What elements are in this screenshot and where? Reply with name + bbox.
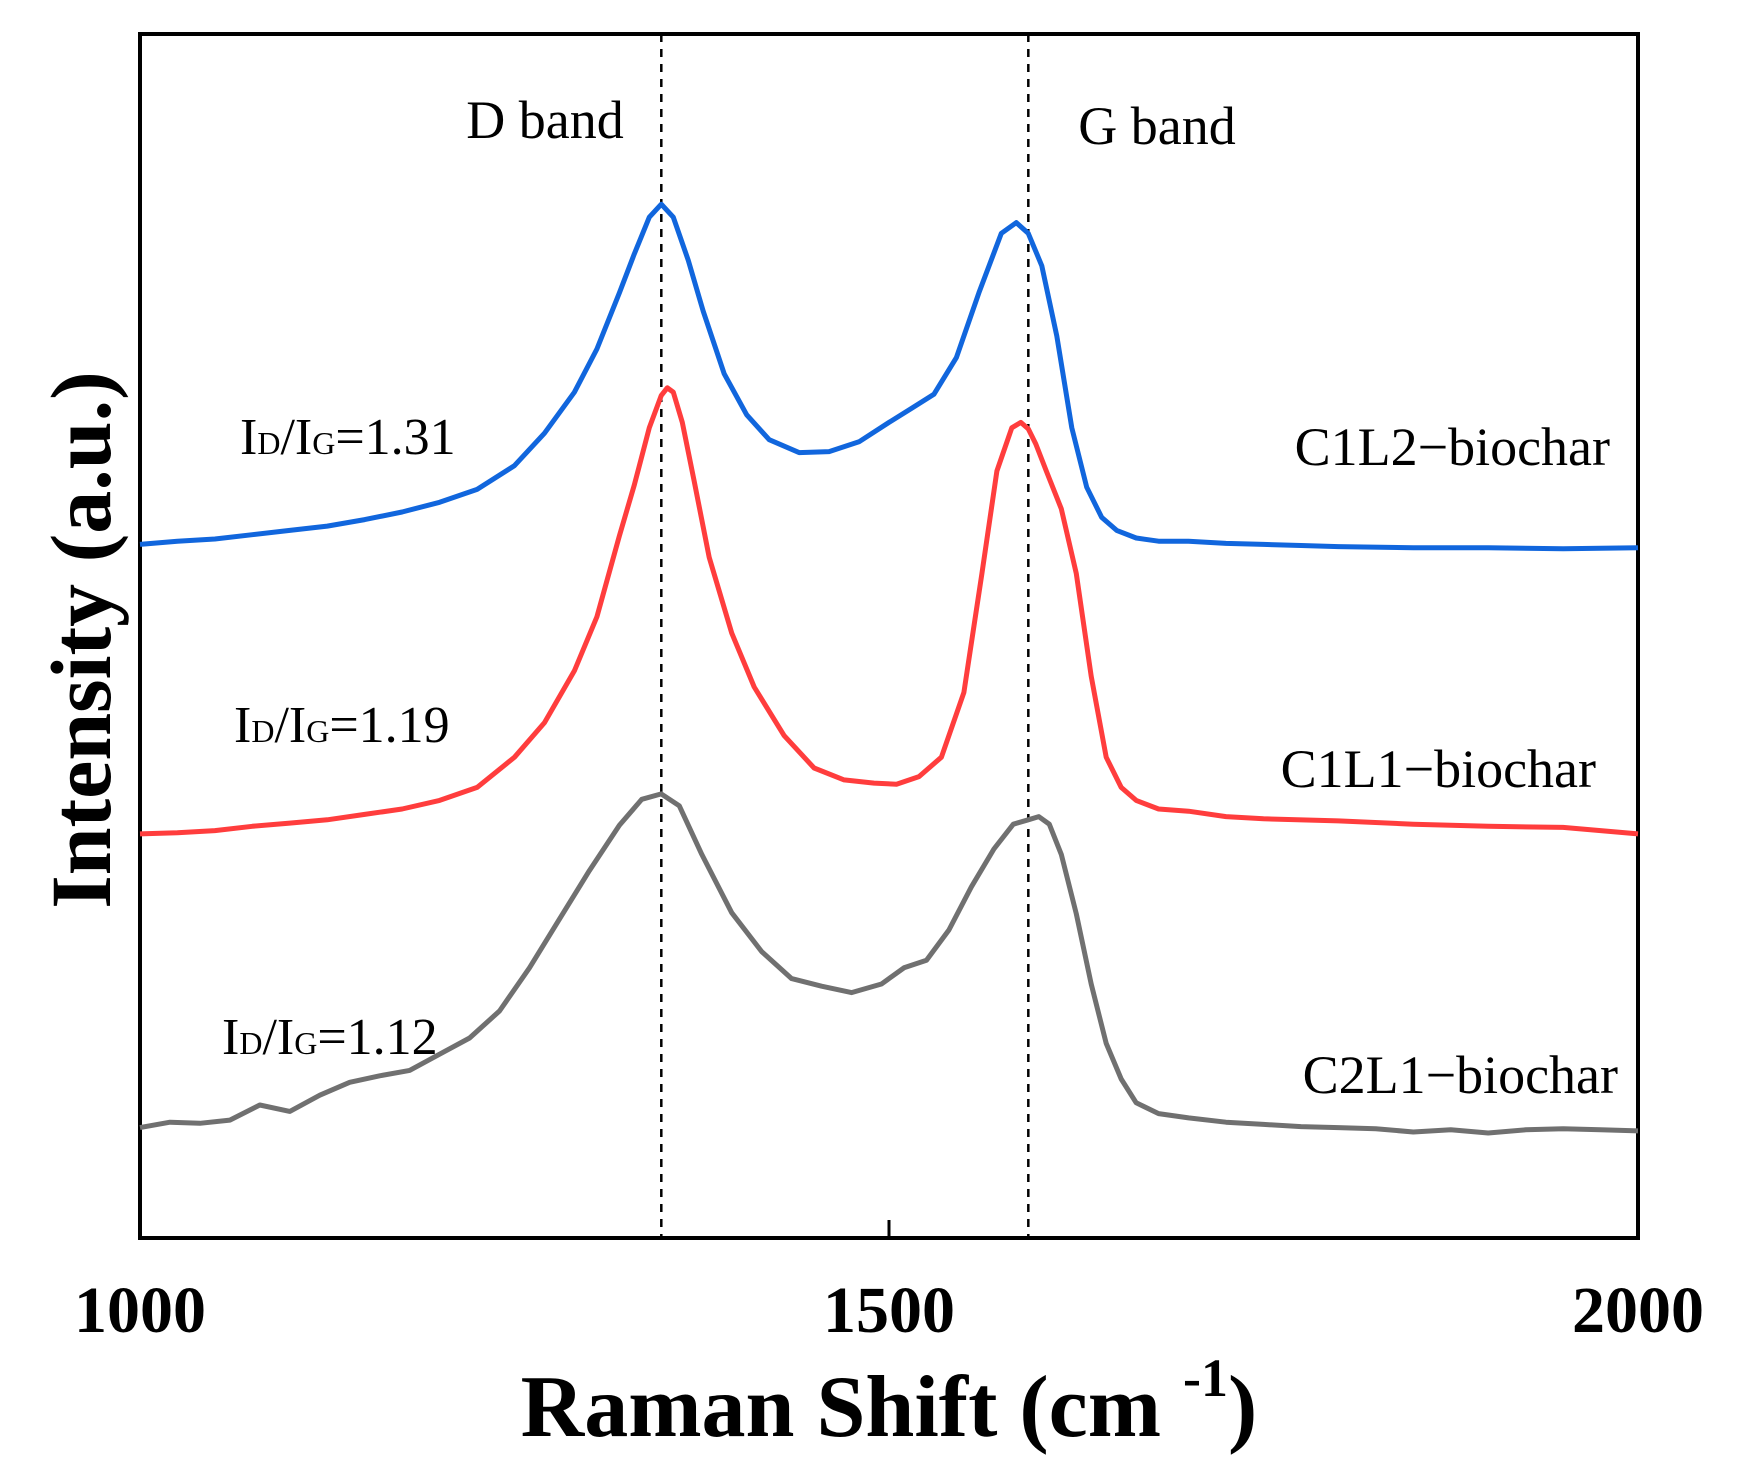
ratio-i-g: I [277,1009,294,1066]
series-line-c1l2 [139,201,1639,552]
series-label-c2l1: C2L1−biochar [1303,1045,1618,1105]
ratio-i-g: I [289,697,306,754]
ratio-sub-g: G [294,1025,317,1061]
ratio-sub-d: D [239,1025,262,1061]
ratio-sep: / [280,409,295,466]
ratio-label-c2l1: ID/IG=1.12 [222,1009,438,1066]
g-band-label: G band [1078,96,1235,156]
ratio-sub-g: G [312,425,335,461]
series-line-c2l1 [139,791,1639,1136]
ratio-value: =1.19 [329,697,449,754]
ratio-sub-d: D [251,713,274,749]
ratio-i-d: I [222,1009,239,1066]
ratio-label-c1l1: ID/IG=1.19 [234,697,450,754]
series-label-c1l1: C1L1−biochar [1281,739,1596,799]
ratio-i-d: I [240,409,257,466]
x-tick-label-2000: 2000 [1572,1274,1704,1347]
series-label-c1l2: C1L2−biochar [1295,417,1610,477]
ratio-sub-d: D [257,425,280,461]
ratio-sub-g: G [306,713,329,749]
ratio-i-d: I [234,697,251,754]
x-tick-label-1500: 1500 [823,1274,955,1347]
ratio-value: =1.12 [317,1009,437,1066]
y-axis-title: Intensity (a.u.) [33,371,129,909]
d-band-label: D band [466,90,623,150]
x-axis-title-main: Raman Shift (cm [521,1359,1161,1456]
ratio-label-c1l2: ID/IG=1.31 [240,409,456,466]
ratio-value: =1.31 [335,409,455,466]
ratio-sep: / [274,697,289,754]
x-tick-label-1000: 1000 [74,1274,206,1347]
ratio-i-g: I [295,409,312,466]
series-line-c1l1 [139,385,1639,837]
x-ticks [138,1220,1640,1238]
x-axis-title-close: ) [1228,1359,1257,1456]
ratio-sep: / [262,1009,277,1066]
x-axis-title-sup: -1 [1183,1348,1228,1408]
x-axis-title: Raman Shift (cm -1) [521,1348,1258,1456]
